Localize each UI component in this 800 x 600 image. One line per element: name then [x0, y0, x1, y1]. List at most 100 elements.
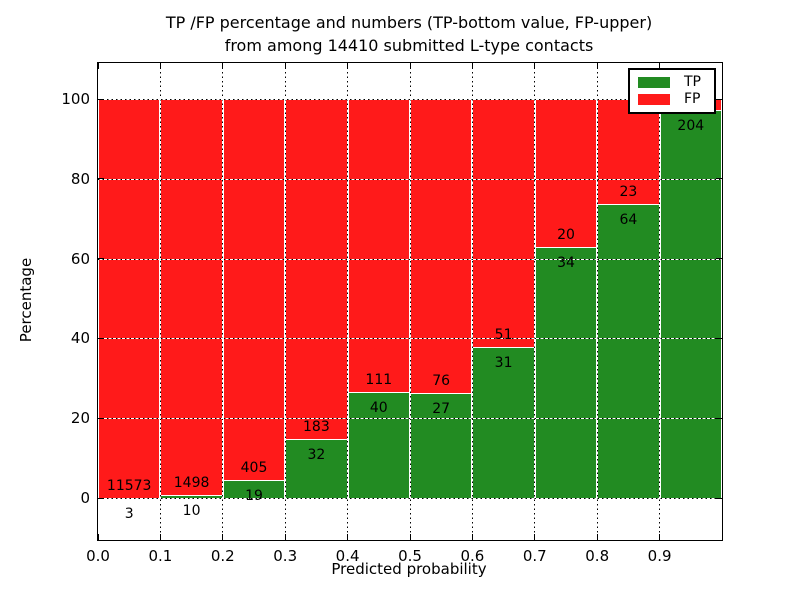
fp-count-label-8: 23 — [619, 184, 638, 201]
x-tickmark-bottom-9 — [659, 534, 661, 540]
tp-count-label-7: 34 — [557, 254, 575, 271]
x-tick-label-0.6: 0.6 — [460, 547, 485, 565]
tp-legend-label: TP — [684, 74, 701, 90]
v-gridline-0.5 — [409, 63, 411, 540]
fp-count-label-5: 76 — [432, 373, 451, 390]
tp-bar-1 — [160, 495, 223, 498]
v-gridline-0.3 — [284, 63, 286, 540]
fp-count-label-3: 183 — [303, 418, 330, 435]
x-tick-label-0.5: 0.5 — [398, 547, 422, 565]
v-gridline-0.4 — [347, 63, 349, 540]
x-tick-label-0.4: 0.4 — [335, 547, 360, 565]
fp-count-label-4: 111 — [365, 372, 393, 389]
tp-count-label-6: 31 — [494, 355, 513, 372]
fp-bar-5 — [410, 99, 473, 394]
fp-count-label-6: 51 — [494, 327, 513, 344]
tp-count-label-1: 10 — [182, 503, 201, 520]
x-tick-label-0.1: 0.1 — [148, 547, 173, 565]
y-tick-label-100: 100 — [61, 90, 90, 108]
x-tickmark-top-5 — [409, 63, 411, 69]
y-tickmark-left-100 — [98, 98, 104, 100]
x-tickmark-top-10 — [721, 63, 723, 69]
y-tickmark-left-0 — [98, 497, 104, 499]
x-tickmark-bottom-8 — [596, 534, 598, 540]
v-gridline-0.7 — [534, 63, 536, 540]
x-tickmark-top-7 — [534, 63, 536, 69]
x-tickmark-bottom-7 — [534, 534, 536, 540]
x-tickmark-top-2 — [222, 63, 224, 69]
tp-count-label-3: 32 — [307, 446, 326, 463]
v-gridline-0.2 — [222, 63, 224, 540]
h-gridline-100 — [98, 99, 722, 100]
tp-bar-3 — [285, 438, 348, 498]
tp-bar-4 — [347, 392, 410, 498]
x-tick-label-0.9: 0.9 — [647, 547, 672, 565]
h-gridline-0 — [98, 498, 722, 499]
y-tickmark-right-60 — [716, 258, 722, 260]
y-tickmark-right-100 — [716, 98, 722, 100]
x-tickmark-top-1 — [159, 63, 161, 69]
fp-bar-1 — [160, 99, 223, 496]
tp-count-label-0: 3 — [124, 505, 134, 522]
h-gridline-80 — [98, 178, 722, 180]
x-tickmark-top-3 — [284, 63, 286, 69]
y-tickmark-right-0 — [716, 497, 722, 499]
x-tickmark-bottom-1 — [159, 534, 161, 540]
v-gridline-0.1 — [159, 63, 161, 540]
tp-count-label-4: 40 — [369, 400, 388, 417]
tp-count-label-5: 27 — [432, 401, 451, 418]
y-tick-label-20: 20 — [70, 409, 90, 428]
tp-count-label-8: 64 — [619, 212, 638, 229]
x-tickmark-bottom-0 — [97, 534, 99, 540]
tp-bar-9 — [659, 110, 722, 498]
y-tick-label-0: 0 — [80, 489, 90, 507]
fp-bar-6 — [472, 99, 535, 348]
fp-bar-3 — [285, 99, 348, 439]
fp-legend-label: FP — [684, 91, 701, 107]
fp-count-label-0: 11573 — [106, 477, 152, 494]
tp-count-label-2: 19 — [245, 488, 263, 505]
v-gridline-0.8 — [596, 63, 598, 540]
tp-bar-8 — [597, 204, 660, 498]
legend: TP FP — [628, 68, 716, 114]
x-tickmark-bottom-5 — [409, 534, 411, 540]
x-tick-label-0.2: 0.2 — [210, 547, 235, 565]
y-tickmark-right-20 — [716, 417, 722, 419]
y-tick-label-40: 40 — [70, 329, 90, 348]
fp-count-label-2: 405 — [240, 460, 268, 477]
x-axis-label: Predicted probability — [331, 560, 487, 578]
tp-count-label-9: 204 — [677, 118, 705, 135]
x-tickmark-top-0 — [97, 63, 99, 69]
v-gridline-0.9 — [659, 63, 661, 540]
y-tick-label-60: 60 — [70, 249, 90, 268]
x-tickmark-top-8 — [596, 63, 598, 69]
fp-bar-7 — [534, 99, 598, 247]
x-tick-label-0.7: 0.7 — [522, 547, 547, 565]
y-tickmark-left-40 — [98, 337, 104, 339]
fp-bar-4 — [347, 99, 410, 393]
y-tickmark-left-20 — [98, 417, 104, 419]
fp-count-label-7: 20 — [557, 226, 575, 243]
chart-title: TP /FP percentage and numbers (TP-bottom… — [97, 11, 721, 57]
fp-legend-swatch — [638, 94, 670, 105]
tp-bar-2 — [222, 480, 286, 498]
tp-bar-7 — [534, 246, 598, 498]
x-tick-label-0.8: 0.8 — [585, 547, 610, 565]
y-axis-label: Percentage — [17, 257, 35, 343]
y-tick-label-80: 80 — [70, 169, 90, 188]
chart-title-line1: TP /FP percentage and numbers (TP-bottom… — [165, 13, 653, 32]
fp-bar-0 — [98, 99, 161, 498]
y-tickmark-left-80 — [98, 178, 104, 180]
fp-count-label-1: 1498 — [173, 475, 210, 492]
legend-item-fp: FP — [638, 92, 706, 107]
x-tickmark-top-4 — [347, 63, 349, 69]
tp-bar-5 — [410, 393, 473, 498]
y-tickmark-left-60 — [98, 258, 104, 260]
x-tick-label-0.3: 0.3 — [273, 547, 298, 565]
x-tickmark-bottom-3 — [284, 534, 286, 540]
chart-title-line2: from among 14410 submitted L-type contac… — [224, 36, 594, 55]
v-gridline-0.6 — [471, 63, 473, 540]
x-tickmark-top-6 — [471, 63, 473, 69]
x-tick-label-0.0: 0.0 — [86, 547, 110, 565]
